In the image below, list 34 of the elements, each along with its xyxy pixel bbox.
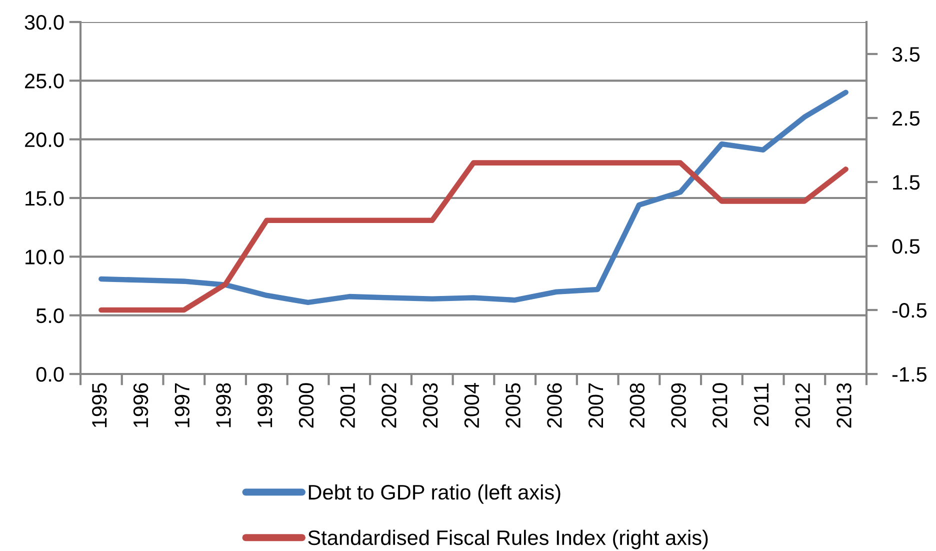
x-tick-label: 2013	[836, 383, 852, 428]
x-tick-label: 2011	[754, 383, 769, 426]
y2-tick-label: 2.5	[892, 111, 920, 126]
x-tick-label: 2007	[588, 383, 604, 428]
x-tick-label: 1997	[174, 383, 190, 428]
legend-label: Debt to GDP ratio (left axis)	[308, 484, 560, 504]
y-tick-label: 30.0	[24, 15, 64, 30]
x-tick-label: 1999	[258, 383, 272, 428]
x-tick-label: 2012	[795, 383, 810, 428]
x-tick-label: 2002	[382, 383, 396, 428]
x-tick-label: 2010	[712, 383, 728, 428]
x-tick-label: 1998	[216, 383, 231, 428]
y-tick-label: 10.0	[26, 250, 64, 264]
y2-tick-label: 3.5	[892, 47, 920, 62]
y-tick-label: 25.0	[25, 74, 64, 88]
y2-tick-label: 1.5	[893, 175, 920, 190]
x-tick-label: 2004	[464, 382, 480, 428]
x-tick-label: 2005	[506, 383, 520, 428]
y2-tick-label: -0.5	[892, 303, 927, 318]
y2-tick-label: 0.5	[892, 239, 920, 254]
legend-label: Standardised Fiscal Rules Index (right axis)	[308, 530, 708, 550]
x-tick-label: 2008	[630, 383, 645, 428]
x-tick-label: 2000	[298, 383, 314, 428]
x-tick-label: 2001	[340, 383, 355, 428]
x-tick-label: 1995	[92, 383, 107, 428]
y-tick-label: 5.0	[36, 308, 64, 324]
x-tick-label: 2003	[422, 383, 438, 428]
x-tick-label: 2009	[671, 383, 686, 428]
x-tick-label: 1996	[133, 383, 148, 428]
x-tick-label: 2006	[547, 383, 562, 428]
y-tick-label: 0.0	[36, 367, 64, 382]
y-tick-label: 15.0	[26, 191, 64, 206]
y2-tick-label: -1.5	[892, 367, 927, 382]
y-tick-label: 20.0	[25, 132, 64, 148]
